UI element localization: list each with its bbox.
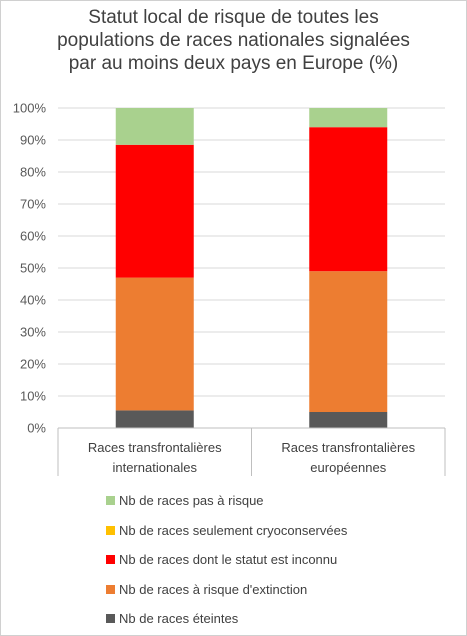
- legend-item: Nb de races seulement cryoconservées: [106, 516, 406, 546]
- y-tick-label: 60%: [20, 229, 46, 244]
- legend-label: Nb de races éteintes: [119, 611, 239, 627]
- bar-segment: [115, 277, 194, 411]
- y-tick-label: 50%: [20, 261, 46, 276]
- chart-title: Statut local de risque de toutes les pop…: [20, 6, 447, 75]
- legend-label: Nb de races à risque d'extinction: [119, 581, 308, 597]
- bar-segment: [115, 144, 194, 278]
- legend-item: Nb de races dont le statut est inconnu: [106, 545, 406, 575]
- bar-segment: [309, 108, 388, 128]
- legend-item: Nb de races pas à risque: [106, 486, 406, 516]
- legend-label: Nb de races seulement cryoconservées: [119, 522, 348, 538]
- legend-swatch: [106, 584, 115, 594]
- y-tick-label: 20%: [20, 357, 46, 372]
- legend-swatch: [106, 525, 115, 535]
- chart-legend: Nb de races pas à risque Nb de races seul…: [106, 486, 406, 634]
- legend-item: Nb de races éteintes: [106, 604, 406, 634]
- y-tick-label: 90%: [20, 133, 46, 148]
- legend-label: Nb de races dont le statut est inconnu: [119, 552, 338, 568]
- chart-title-line-3: par au moins deux pays en Europe (%): [68, 53, 399, 74]
- x-category-label: Races transfrontalières: [88, 440, 222, 455]
- legend-swatch: [106, 555, 115, 565]
- bar-segment: [309, 127, 388, 272]
- y-tick-label: 40%: [20, 293, 46, 308]
- y-tick-label: 0%: [27, 421, 46, 436]
- bar-segment: [309, 412, 388, 428]
- x-category-label: Races transfrontalières: [281, 440, 415, 455]
- y-tick-label: 30%: [20, 325, 46, 340]
- legend-swatch: [106, 496, 115, 506]
- chart-title-line-1: Statut local de risque de toutes les: [88, 7, 379, 28]
- chart-title-line-2: populations de races nationales signalée…: [57, 30, 410, 51]
- legend-item: Nb de races à risque d'extinction: [106, 575, 406, 605]
- x-category-label: internationales: [112, 460, 197, 475]
- x-category-label: européennes: [310, 460, 386, 475]
- bar-segment: [115, 410, 194, 428]
- y-tick-label: 70%: [20, 197, 46, 212]
- y-tick-label: 100%: [13, 101, 47, 116]
- y-tick-label: 80%: [20, 165, 46, 180]
- legend-swatch: [106, 614, 115, 624]
- bar-segment: [309, 271, 388, 412]
- y-tick-label: 10%: [20, 389, 46, 404]
- legend-label: Nb de races pas à risque: [119, 493, 264, 509]
- bar-segment: [115, 108, 194, 145]
